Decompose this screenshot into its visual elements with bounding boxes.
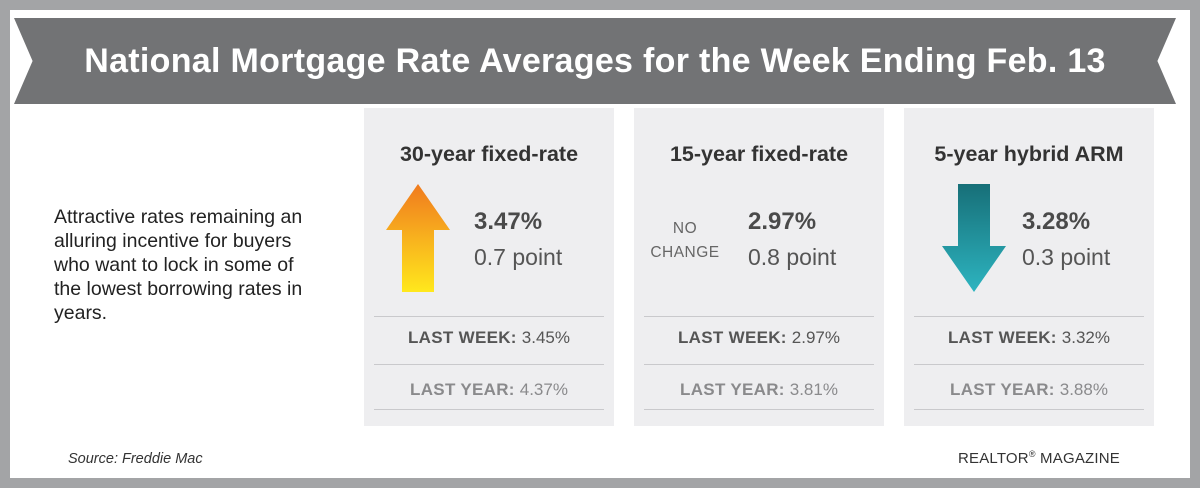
page-title: National Mortgage Rate Averages for the … [84,41,1106,80]
last-week-label: LAST WEEK: [408,328,517,347]
last-year-row: LAST YEAR: 3.88% [904,380,1154,400]
rate-value: 3.28% [1022,208,1091,235]
rate-value: 2.97% [748,208,817,235]
card-title: 5-year hybrid ARM [934,142,1124,166]
card-5-year-hybrid-arm: 5-year hybrid ARM 3.28% 0.3 point LAST W… [904,108,1154,426]
last-year-label: LAST YEAR: [950,380,1055,399]
divider [914,409,1144,410]
intro-text: Attractive rates remaining an alluring i… [54,206,303,324]
last-week-value: 2.97% [791,328,840,347]
arrow-up-icon [386,184,450,292]
rate-value: 3.47% [474,208,543,235]
last-week-row: LAST WEEK: 3.32% [904,328,1154,348]
divider [914,316,1144,317]
source-credit: Source: Freddie Mac [68,451,203,467]
brand-suffix: MAGAZINE [1040,450,1120,467]
change-value: 0.3 point [1022,244,1111,270]
change-value: 0.8 point [748,244,837,270]
no-change-line-1: NO [672,220,698,237]
last-year-label: LAST YEAR: [680,380,785,399]
card-30-year-fixed: 30-year fixed-rate 3.47% 0.7 point LAST … [364,108,614,426]
arrow-down-icon [942,184,1006,292]
last-year-row: LAST YEAR: 4.37% [364,380,614,400]
brand-name: REALTOR [957,450,1029,467]
no-change-line-2: CHANGE [650,244,720,261]
change-value: 0.7 point [474,244,563,270]
last-year-value: 4.37% [519,380,568,399]
card-15-year-fixed: 15-year fixed-rate NO CHANGE 2.97% 0.8 p… [634,108,884,426]
last-year-row: LAST YEAR: 3.81% [634,380,884,400]
last-week-row: LAST WEEK: 3.45% [364,328,614,348]
no-change-label: NO CHANGE [640,217,730,265]
brand-registered-mark: ® [1028,449,1036,459]
title-ribbon: National Mortgage Rate Averages for the … [14,18,1176,104]
last-week-row: LAST WEEK: 2.97% [634,328,884,348]
brand-logo: REALTOR® MAGAZINE [958,449,1120,467]
last-week-value: 3.32% [1061,328,1110,347]
last-week-value: 3.45% [521,328,570,347]
divider [374,409,604,410]
card-title: 30-year fixed-rate [399,142,579,166]
divider [374,364,604,365]
last-week-label: LAST WEEK: [678,328,787,347]
last-week-label: LAST WEEK: [948,328,1057,347]
divider [644,364,874,365]
divider [644,409,874,410]
divider [914,364,1144,365]
last-year-label: LAST YEAR: [410,380,515,399]
last-year-value: 3.81% [789,380,838,399]
divider [374,316,604,317]
divider [644,316,874,317]
last-year-value: 3.88% [1059,380,1108,399]
card-title: 15-year fixed-rate [669,142,849,166]
